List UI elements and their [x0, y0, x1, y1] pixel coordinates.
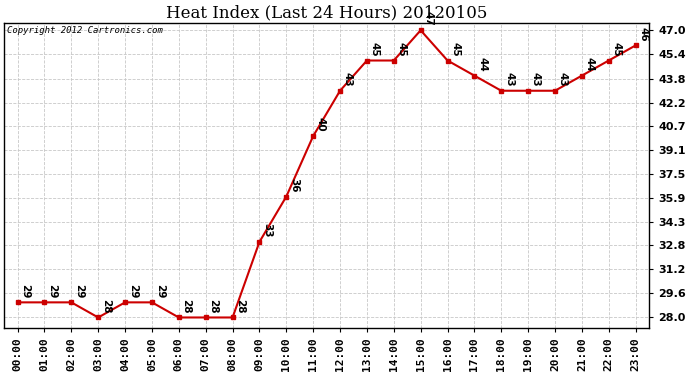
Text: 44: 44 [477, 57, 487, 72]
Text: 36: 36 [289, 178, 299, 192]
Text: 46: 46 [638, 27, 649, 41]
Text: 33: 33 [262, 223, 273, 238]
Text: 29: 29 [155, 284, 165, 298]
Text: 43: 43 [531, 72, 541, 87]
Text: 43: 43 [558, 72, 568, 87]
Title: Heat Index (Last 24 Hours) 20120105: Heat Index (Last 24 Hours) 20120105 [166, 4, 487, 21]
Text: Copyright 2012 Cartronics.com: Copyright 2012 Cartronics.com [8, 26, 164, 35]
Text: 29: 29 [21, 284, 30, 298]
Text: 43: 43 [504, 72, 514, 87]
Text: 44: 44 [584, 57, 595, 72]
Text: 45: 45 [370, 42, 380, 56]
Text: 43: 43 [343, 72, 353, 87]
Text: 28: 28 [181, 299, 192, 313]
Text: 40: 40 [316, 117, 326, 132]
Text: 45: 45 [611, 42, 622, 56]
Text: 29: 29 [74, 284, 84, 298]
Text: 29: 29 [47, 284, 57, 298]
Text: 29: 29 [128, 284, 138, 298]
Text: 45: 45 [451, 42, 460, 56]
Text: 28: 28 [235, 299, 246, 313]
Text: 47: 47 [424, 11, 433, 26]
Text: 45: 45 [397, 42, 406, 56]
Text: 28: 28 [101, 299, 111, 313]
Text: 28: 28 [208, 299, 219, 313]
